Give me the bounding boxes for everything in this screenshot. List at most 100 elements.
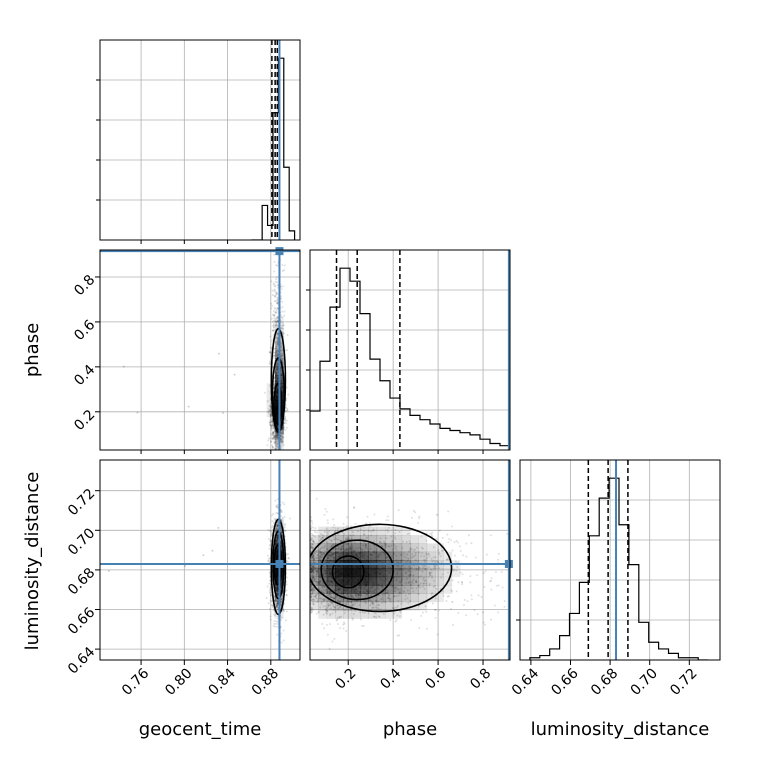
- sample-point: [381, 545, 384, 548]
- sample-point: [269, 414, 272, 417]
- sample-point: [275, 505, 278, 508]
- sample-point: [273, 300, 276, 303]
- sample-point: [401, 578, 404, 581]
- sample-point: [401, 547, 404, 550]
- sample-point: [276, 320, 279, 323]
- sample-point: [276, 536, 279, 539]
- sample-point: [275, 541, 278, 544]
- sample-point: [270, 604, 273, 607]
- sample-point: [274, 444, 277, 447]
- sample-point: [285, 559, 288, 562]
- sample-point: [351, 603, 354, 606]
- panel-frame: [309, 249, 511, 451]
- sample-point: [274, 622, 277, 625]
- sample-point: [280, 641, 283, 644]
- sample-point: [281, 609, 284, 612]
- sample-point: [269, 335, 272, 338]
- sample-point: [344, 538, 347, 541]
- sample-point: [270, 432, 273, 435]
- sample-point: [501, 586, 504, 589]
- sample-point: [276, 523, 279, 526]
- sample-point: [274, 625, 277, 628]
- sample-point: [271, 606, 274, 609]
- sample-point: [274, 446, 277, 449]
- sample-point: [279, 451, 281, 453]
- sample-point: [275, 587, 278, 590]
- sample-point: [268, 423, 271, 426]
- sample-point: [325, 609, 328, 612]
- sample-point: [272, 436, 275, 439]
- sample-point: [280, 440, 283, 443]
- sample-point: [285, 610, 288, 613]
- sample-point: [276, 316, 279, 319]
- sample-point: [286, 334, 289, 337]
- sample-point: [280, 440, 283, 443]
- sample-point: [276, 602, 279, 605]
- sample-point: [329, 607, 332, 610]
- sample-point: [270, 425, 273, 428]
- sample-point: [280, 435, 283, 438]
- sample-point: [276, 585, 279, 588]
- sample-point: [273, 435, 276, 438]
- sample-point: [310, 532, 313, 535]
- sample-point: [399, 581, 402, 584]
- sample-point: [276, 589, 279, 592]
- sample-point: [282, 436, 285, 439]
- sample-point: [281, 441, 284, 444]
- sample-point: [311, 576, 314, 579]
- sample-point: [275, 436, 278, 439]
- sample-point: [281, 453, 283, 455]
- sample-point: [274, 437, 277, 440]
- sample-point: [452, 569, 455, 572]
- sample-point: [287, 557, 290, 560]
- sample-point: [276, 320, 279, 323]
- sample-point: [283, 417, 286, 420]
- sample-point: [342, 623, 345, 626]
- sample-point: [271, 604, 274, 607]
- sample-point: [280, 342, 283, 345]
- sample-point: [276, 603, 279, 606]
- sample-point: [271, 514, 274, 517]
- sample-point: [275, 586, 278, 589]
- sample-point: [276, 536, 279, 539]
- sample-point: [276, 588, 279, 591]
- sample-point: [279, 439, 282, 442]
- sample-point: [273, 326, 276, 329]
- sample-point: [276, 588, 279, 591]
- sample-point: [276, 586, 279, 589]
- sample-point: [275, 443, 278, 446]
- sample-point: [322, 589, 325, 592]
- sample-point: [282, 323, 285, 326]
- sample-point: [280, 597, 283, 600]
- sample-point: [276, 361, 279, 364]
- sample-point: [276, 297, 279, 300]
- sample-point: [274, 613, 277, 616]
- sample-point: [270, 421, 273, 424]
- sample-point: [272, 319, 275, 322]
- sample-point: [281, 516, 284, 519]
- sample-point: [395, 586, 398, 589]
- sample-point: [276, 364, 279, 367]
- sample-point: [276, 585, 279, 588]
- sample-point: [402, 559, 405, 562]
- sample-point: [269, 618, 272, 621]
- panel-frame: [99, 249, 301, 451]
- sample-point: [267, 528, 270, 531]
- sample-point: [280, 598, 283, 601]
- sample-point: [270, 429, 273, 432]
- sample-point: [270, 440, 273, 443]
- sample-point: [275, 589, 278, 592]
- sample-point: [274, 352, 277, 355]
- sample-point: [285, 593, 288, 596]
- sample-point: [274, 530, 277, 533]
- sample-point: [272, 625, 275, 628]
- sample-point: [286, 407, 289, 410]
- sample-point: [280, 295, 283, 298]
- sample-point: [276, 589, 279, 592]
- sample-point: [335, 619, 338, 622]
- sample-point: [280, 348, 283, 351]
- sample-point: [275, 606, 278, 609]
- sample-point: [273, 354, 276, 357]
- sample-point: [273, 594, 276, 597]
- sample-point: [284, 619, 287, 622]
